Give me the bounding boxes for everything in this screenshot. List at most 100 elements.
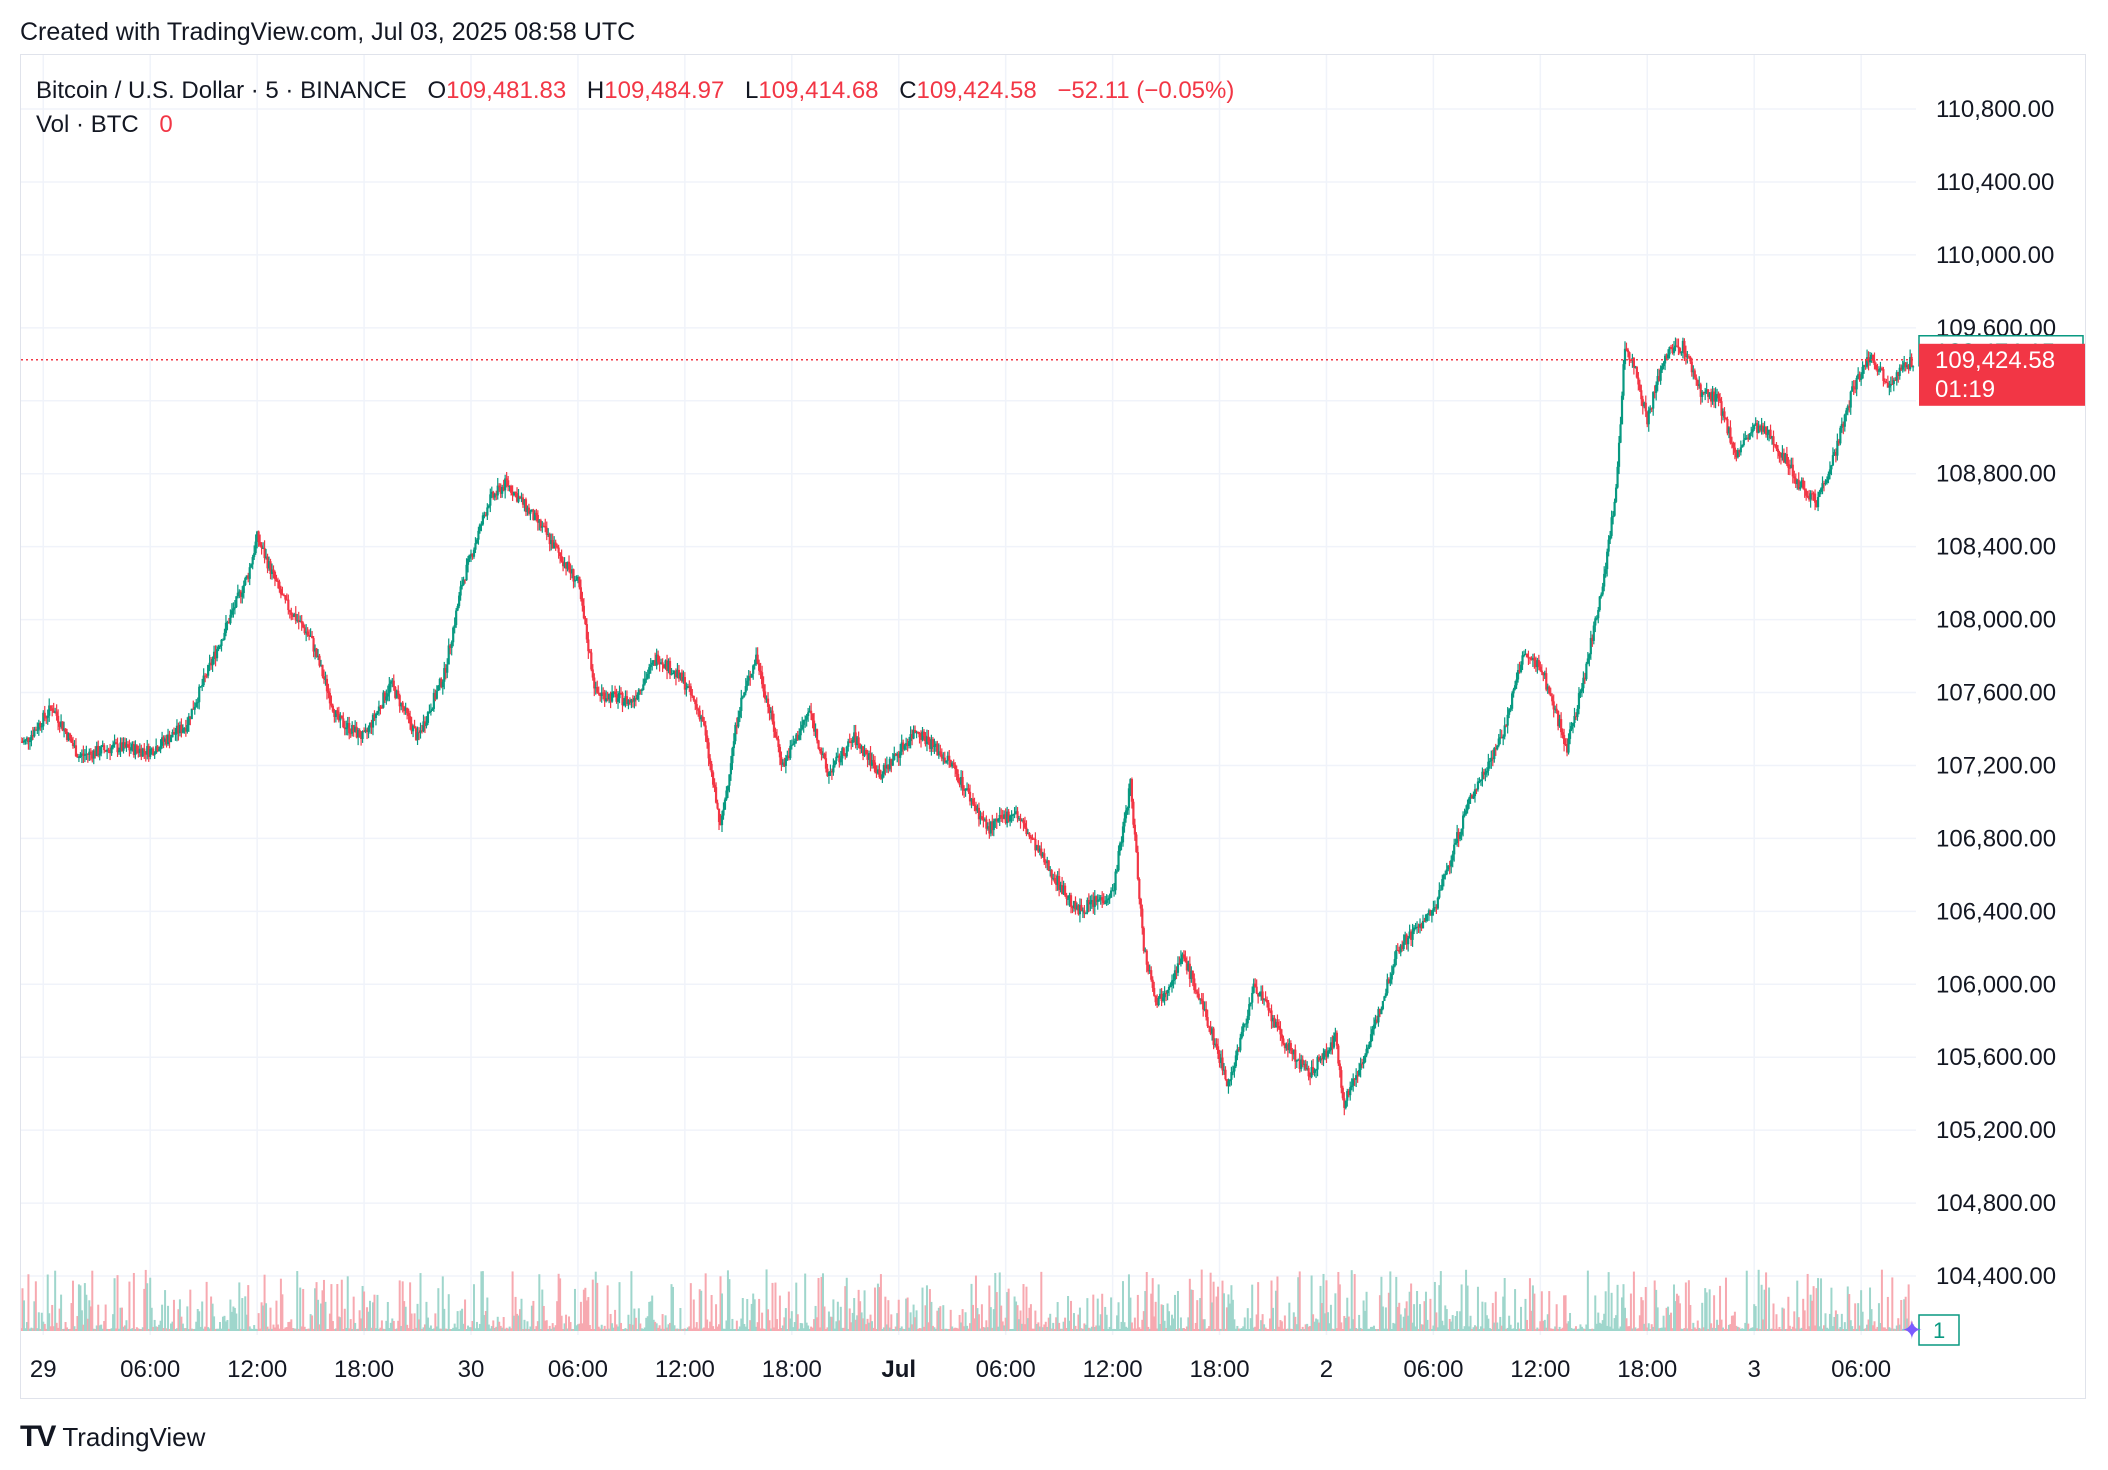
candle-body-down — [1628, 352, 1631, 361]
candle-body-down — [569, 569, 572, 574]
volume-bar — [1459, 1311, 1462, 1331]
candle-body-down — [1551, 696, 1554, 702]
candle-body-down — [1343, 1098, 1346, 1108]
candle-body-up — [1363, 1055, 1367, 1063]
candle-body-down — [1907, 365, 1910, 370]
volume-bar — [238, 1282, 241, 1331]
volume-bar — [1588, 1328, 1591, 1331]
candle-body-up — [1352, 1078, 1355, 1086]
volume-bar — [1573, 1328, 1576, 1331]
candle-body-down — [76, 756, 79, 758]
volume-bar — [1796, 1280, 1799, 1331]
candle-body-up — [1472, 796, 1475, 799]
candle-body-down — [561, 561, 565, 567]
candle-body-down — [1540, 670, 1543, 673]
volume-bar — [1511, 1328, 1514, 1331]
candle-body-down — [1130, 779, 1134, 802]
volume-bar — [1836, 1314, 1839, 1331]
tradingview-logo[interactable]: TV TradingView — [20, 1420, 205, 1454]
volume-bar — [348, 1328, 351, 1331]
chart-frame[interactable]: 104,400.00 104,800.00 105,200.00 105,600.00… — [20, 54, 2086, 1399]
volume-bar — [1365, 1291, 1368, 1331]
volume-bar — [109, 1328, 112, 1331]
volume-bar — [1423, 1301, 1426, 1331]
candle-body-up — [221, 639, 225, 641]
candle-body-up — [1895, 372, 1898, 381]
candle-body-up — [198, 686, 201, 703]
volume-bar — [712, 1326, 715, 1331]
volume-bar — [884, 1296, 887, 1331]
price-chart[interactable]: 104,400.00104,800.00105,200.00105,600.00… — [21, 55, 2087, 1400]
volume-bar — [1747, 1323, 1750, 1331]
candle-body-up — [1567, 738, 1570, 753]
volume-bar — [1482, 1328, 1485, 1331]
candle-body-up — [1328, 1050, 1331, 1052]
candle-body-up — [896, 753, 899, 756]
candle-body-down — [1340, 1070, 1343, 1088]
candle-body-up — [1666, 354, 1670, 359]
volume-bar — [1380, 1276, 1383, 1331]
candle-body-up — [1295, 1060, 1298, 1062]
volume-bar — [1205, 1328, 1208, 1331]
candle-body-up — [893, 753, 896, 760]
volume-bar — [983, 1327, 986, 1331]
candle-body-down — [532, 509, 535, 521]
volume-bar — [1280, 1321, 1283, 1331]
candle-body-down — [1591, 637, 1594, 641]
volume-bar — [1456, 1311, 1459, 1331]
volume-bar — [161, 1304, 164, 1331]
candle-body-down — [285, 599, 288, 601]
volume-bar — [1294, 1316, 1297, 1331]
volume-bar — [827, 1311, 830, 1331]
symbol-label[interactable]: Bitcoin / U.S. Dollar · 5 · BINANCE — [36, 77, 407, 104]
candle-body-down — [1491, 757, 1494, 760]
volume-bar — [1006, 1292, 1009, 1331]
volume-bar — [1209, 1272, 1212, 1331]
volume-bar — [202, 1328, 205, 1331]
volume-bar — [1119, 1328, 1122, 1331]
volume-bar — [1563, 1295, 1566, 1331]
volume-bar — [974, 1275, 977, 1331]
volume-bar — [777, 1328, 780, 1331]
candle-body-down — [787, 755, 790, 759]
candle-body-up — [28, 740, 32, 743]
volume-bar — [1099, 1314, 1102, 1331]
candle-body-up — [1412, 927, 1416, 932]
volume-label[interactable]: Vol · BTC — [36, 111, 139, 138]
volume-bar — [911, 1324, 914, 1331]
candle-body-down — [864, 749, 868, 755]
candle-body-up — [1488, 760, 1491, 762]
volume-bar — [1402, 1316, 1405, 1331]
candle-body-up — [784, 758, 787, 766]
volume-bar — [670, 1284, 673, 1331]
candle-body-up — [1274, 1021, 1278, 1028]
volume-tag — [1918, 1314, 1960, 1346]
volume-bar — [371, 1302, 374, 1331]
candle-body-down — [1074, 901, 1077, 910]
candle-body-up — [1757, 425, 1760, 433]
candle-body-down — [1423, 920, 1426, 922]
candle-body-up — [1239, 1037, 1242, 1051]
candle-body-down — [1188, 963, 1191, 979]
volume-bar — [1514, 1289, 1517, 1331]
candle-body-up — [1800, 480, 1803, 488]
volume-bar — [471, 1320, 474, 1331]
volume-bar — [190, 1328, 193, 1331]
candle-body-down — [1542, 672, 1545, 676]
candle-body-up — [903, 745, 906, 750]
volume-bar — [1594, 1295, 1597, 1331]
candle-body-up — [1655, 384, 1658, 393]
volume-bar — [58, 1308, 61, 1331]
candle-body-down — [1806, 495, 1809, 498]
candle-body-up — [1554, 708, 1557, 710]
volume-bar — [1010, 1328, 1013, 1331]
candle-body-up — [1508, 709, 1511, 715]
volume-bar — [527, 1329, 530, 1331]
candle-body-down — [588, 651, 591, 653]
volume-bar — [1820, 1278, 1823, 1331]
candle-body-down — [1216, 1046, 1220, 1054]
volume-bar — [1640, 1297, 1643, 1331]
candle-body-down — [1191, 970, 1194, 979]
candle-body-up — [429, 710, 433, 713]
volume-bar — [645, 1317, 648, 1331]
